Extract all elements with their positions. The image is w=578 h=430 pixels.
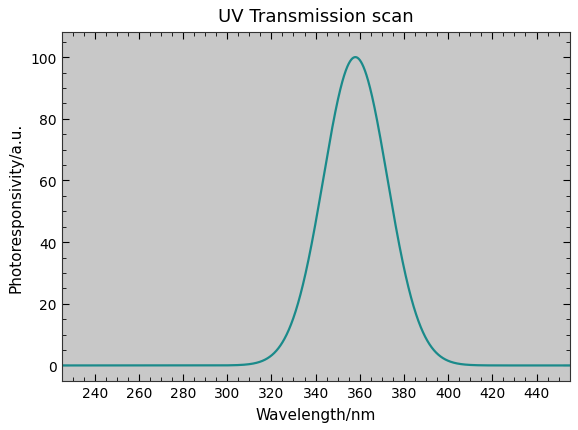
Title: UV Transmission scan: UV Transmission scan (218, 8, 413, 26)
Y-axis label: Photoresponsivity/a.u.: Photoresponsivity/a.u. (8, 122, 23, 292)
X-axis label: Wavelength/nm: Wavelength/nm (255, 407, 376, 422)
